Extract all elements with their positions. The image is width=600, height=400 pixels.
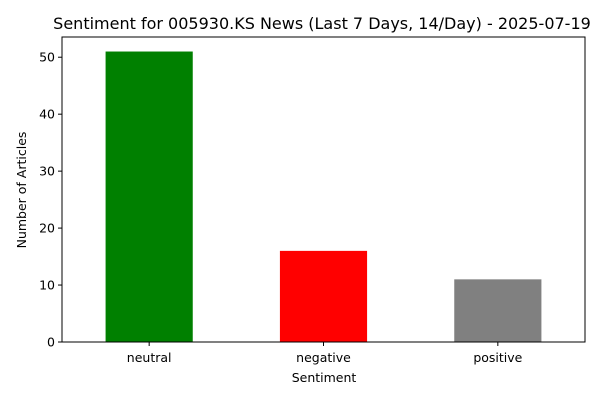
y-tick-label: 10 — [39, 278, 55, 293]
bar-positive — [454, 279, 542, 342]
bar-negative — [279, 250, 368, 342]
x-tick-label: positive — [473, 350, 522, 365]
y-tick-label: 0 — [47, 335, 55, 350]
y-axis-ticks: 0 10 20 30 40 50 — [39, 50, 62, 350]
y-tick-label: 50 — [39, 50, 55, 65]
x-tick-label: negative — [296, 350, 351, 365]
y-tick-label: 30 — [39, 164, 55, 179]
x-tick-label: neutral — [127, 350, 172, 365]
bars-group — [105, 51, 542, 343]
plot-frame — [61, 36, 586, 343]
x-axis-label: Sentiment — [292, 370, 357, 385]
y-axis-label: Number of Articles — [14, 132, 29, 249]
plot-area: 0 10 20 30 40 50 neutral negative positive — [39, 36, 586, 365]
x-axis-ticks: neutral negative positive — [127, 342, 523, 365]
y-tick-label: 40 — [39, 107, 55, 122]
bar-neutral — [105, 51, 193, 343]
chart-title: Sentiment for 005930.KS News (Last 7 Day… — [53, 14, 591, 33]
y-tick-label: 20 — [39, 221, 55, 236]
